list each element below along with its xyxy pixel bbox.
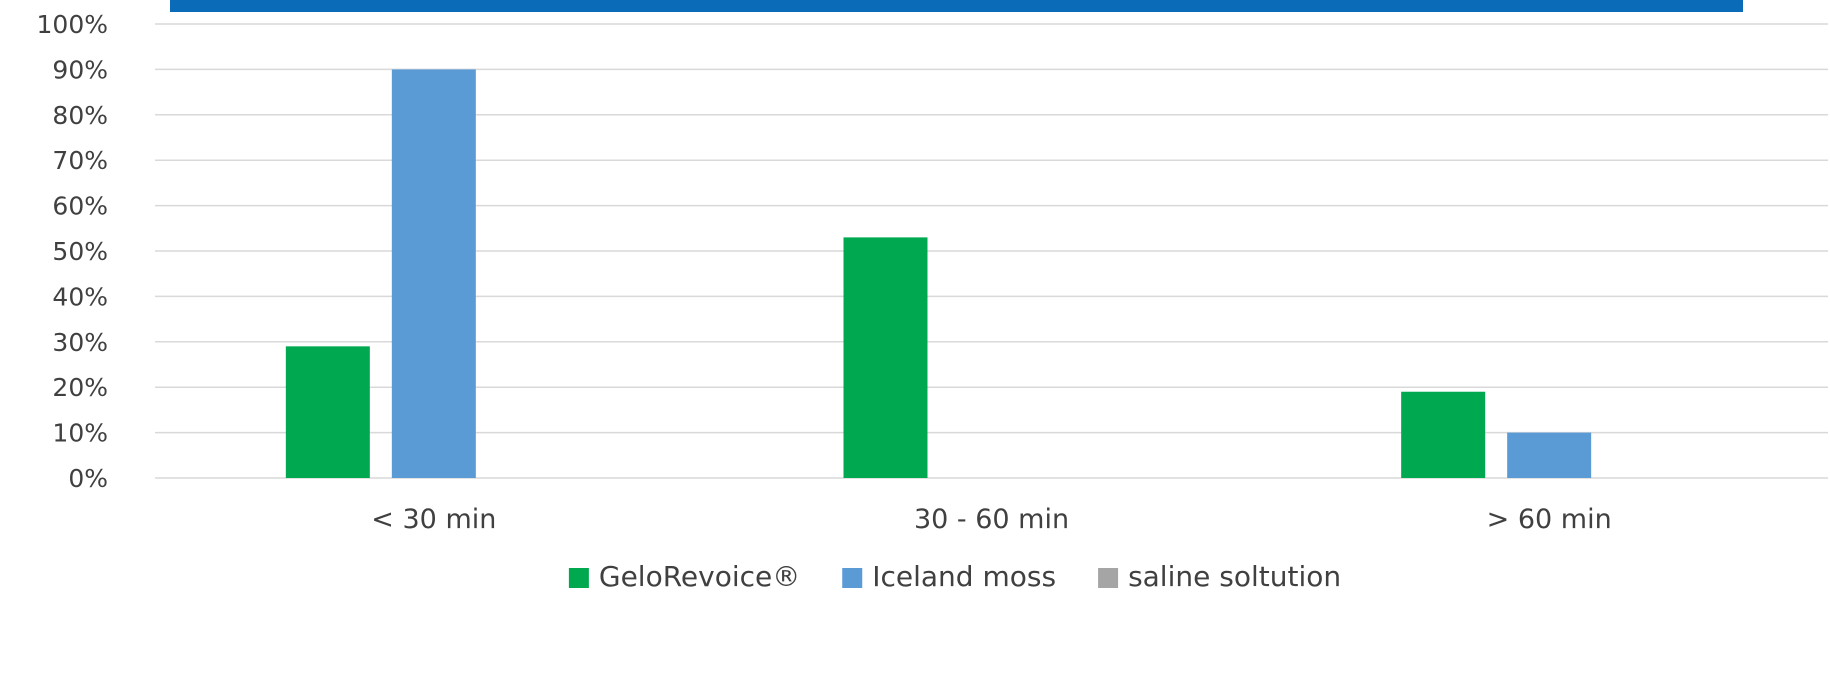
x-category-label: 30 - 60 min	[914, 504, 1069, 535]
y-tick-label: 80%	[52, 101, 108, 130]
bar	[391, 69, 476, 479]
y-tick-label: 40%	[52, 282, 108, 311]
y-tick-label: 20%	[52, 373, 108, 402]
legend-item: GeloRevoice®	[568, 560, 800, 593]
x-axis-category-labels: < 30 min 30 - 60 min > 60 min	[371, 504, 1611, 535]
x-category-label: > 60 min	[1487, 504, 1612, 535]
legend-label: GeloRevoice®	[599, 560, 800, 593]
bar	[285, 346, 370, 478]
y-tick-label: 0%	[68, 464, 108, 493]
legend-swatch	[568, 568, 589, 588]
legend-swatch	[842, 568, 863, 588]
bar	[1401, 391, 1486, 478]
legend-label: Iceland moss	[872, 560, 1056, 593]
bar	[843, 237, 928, 478]
y-axis-tick-labels: 0% 10% 20% 30% 40% 50% 60% 70% 80% 90% 100%	[37, 10, 108, 493]
y-tick-label: 100%	[37, 10, 108, 39]
legend-item: Iceland moss	[842, 560, 1056, 593]
legend-label: saline soltution	[1128, 560, 1341, 593]
y-tick-label: 90%	[52, 55, 108, 84]
legend: GeloRevoice® Iceland moss saline soltution	[568, 560, 1341, 593]
legend-item: saline soltution	[1098, 560, 1341, 593]
y-tick-label: 30%	[52, 328, 108, 357]
legend-swatch	[1098, 568, 1119, 588]
y-tick-label: 70%	[52, 146, 108, 175]
bar	[1507, 432, 1592, 478]
header-band	[170, 0, 1743, 12]
y-tick-label: 10%	[52, 419, 108, 448]
y-tick-label: 60%	[52, 192, 108, 221]
y-tick-label: 50%	[52, 237, 108, 266]
x-category-label: < 30 min	[371, 504, 496, 535]
bars	[285, 69, 1592, 479]
